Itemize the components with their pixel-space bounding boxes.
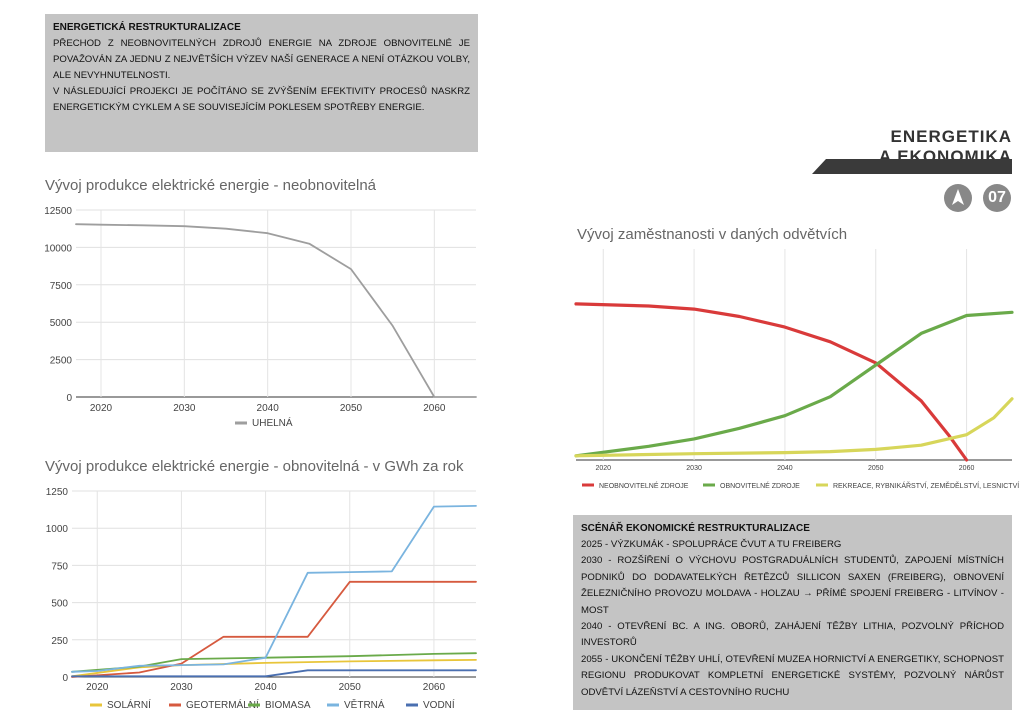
legend-label: OBNOVITELNÉ ZDROJE (720, 481, 800, 490)
scenario-box: SCÉNÁŘ EKONOMICKÉ RESTRUKTURALIZACE 2025… (573, 515, 1012, 710)
y-tick-label: 2500 (50, 356, 73, 367)
x-tick-label: 2040 (257, 403, 280, 414)
chart-employment: 2020 2030 2040 2050 2060 NEOBNOVITELNÉ ZDROJE… (574, 249, 1019, 490)
chart-title-renewable: Vývoj produkce elektrické energie - obno… (45, 458, 464, 475)
chart-title-nonrenewable: Vývoj produkce elektrické energie - neob… (45, 177, 377, 194)
series-line (574, 302, 969, 462)
series-line (71, 580, 477, 678)
scenario-item-2030: 2030 - ROZŠÍŘENÍ O VÝCHOVU POSTGRADUÁLNÍ… (581, 555, 1004, 616)
y-tick-label: 12500 (44, 206, 72, 217)
scenario-item-2055: 2055 - UKONČENÍ TĚŽBY UHLÍ, OTEVŘENÍ MUZ… (581, 653, 1004, 698)
section-title-bar (812, 159, 1012, 174)
scenario-item-2025: 2025 - VÝZKUMÁK - SPOLUPRÁCE ČVUT A TU F… (581, 539, 842, 550)
series-line (71, 504, 477, 673)
y-tick-label: 750 (51, 561, 68, 572)
x-tick-label: 2050 (868, 465, 884, 472)
x-tick-label: 2060 (423, 682, 446, 693)
scenario-title: SCÉNÁŘ EKONOMICKÉ RESTRUKTURALIZACE (581, 523, 810, 534)
legend-label: VĚTRNÁ (344, 698, 385, 711)
y-tick-label: 250 (51, 636, 68, 647)
x-tick-label: 2020 (595, 465, 611, 472)
x-tick-label: 2050 (339, 682, 362, 693)
y-tick-label: 7500 (50, 281, 73, 292)
legend-label: GEOTERMÁLNÍ (186, 698, 259, 711)
intro-paragraph-1: PŘECHOD Z NEOBNOVITELNÝCH ZDROJŮ ENERGIE… (53, 38, 470, 81)
intro-box: ENERGETICKÁ RESTRUKTURALIZACE PŘECHOD Z … (45, 14, 478, 152)
legend-label: VODNÍ (423, 698, 455, 711)
series-line (71, 669, 477, 678)
compass-pin-icon (944, 184, 972, 212)
x-tick-label: 2040 (777, 465, 793, 472)
series-line (574, 397, 1014, 458)
chart-nonrenewable: 0 2500 5000 7500 10000 12500 2020 2030 2040 2050 2… (44, 206, 477, 429)
x-tick-label: 2040 (254, 682, 277, 693)
section-title-line-1: ENERGETIKA (890, 127, 1012, 146)
x-tick-label: 2020 (86, 682, 109, 693)
chart-renewable: 0 250 500 750 1000 1250 2020 2030 2040 2050 2060 SO… (46, 487, 477, 711)
x-tick-label: 2050 (340, 403, 363, 414)
x-tick-label: 2020 (90, 403, 113, 414)
y-tick-label: 10000 (44, 243, 72, 254)
legend-label: SOLÁRNÍ (107, 698, 151, 711)
x-tick-label: 2060 (423, 403, 446, 414)
x-tick-label: 2030 (170, 682, 193, 693)
x-tick-label: 2060 (959, 465, 975, 472)
y-tick-label: 500 (51, 599, 68, 610)
legend-label: REKREACE, RYBNIKÁŘSTVÍ, ZEMĚDĚLSTVÍ, LES… (833, 481, 1019, 490)
x-tick-label: 2030 (173, 403, 196, 414)
legend-label: NEOBNOVITELNÉ ZDROJE (599, 481, 689, 490)
y-tick-label: 0 (66, 393, 72, 404)
chart-title-employment: Vývoj zaměstnanosti v daných odvětvích (577, 226, 848, 243)
y-tick-label: 1250 (46, 487, 69, 498)
legend-label: UHELNÁ (252, 416, 293, 429)
intro-title: ENERGETICKÁ RESTRUKTURALIZACE (53, 22, 241, 33)
scenario-item-2040: 2040 - OTEVŘENÍ BC. A ING. OBORŮ, ZAHÁJE… (581, 621, 1004, 649)
y-tick-label: 1000 (46, 524, 69, 535)
series-line (75, 223, 477, 398)
page-number: 07 (983, 184, 1011, 212)
y-tick-label: 5000 (50, 318, 73, 329)
y-tick-label: 0 (62, 673, 68, 684)
series-line (574, 310, 1014, 458)
legend-label: BIOMASA (265, 700, 311, 711)
intro-paragraph-2: V NÁSLEDUJÍCÍ PROJEKCI JE POČÍTÁNO SE ZV… (53, 86, 470, 113)
x-tick-label: 2030 (686, 465, 702, 472)
